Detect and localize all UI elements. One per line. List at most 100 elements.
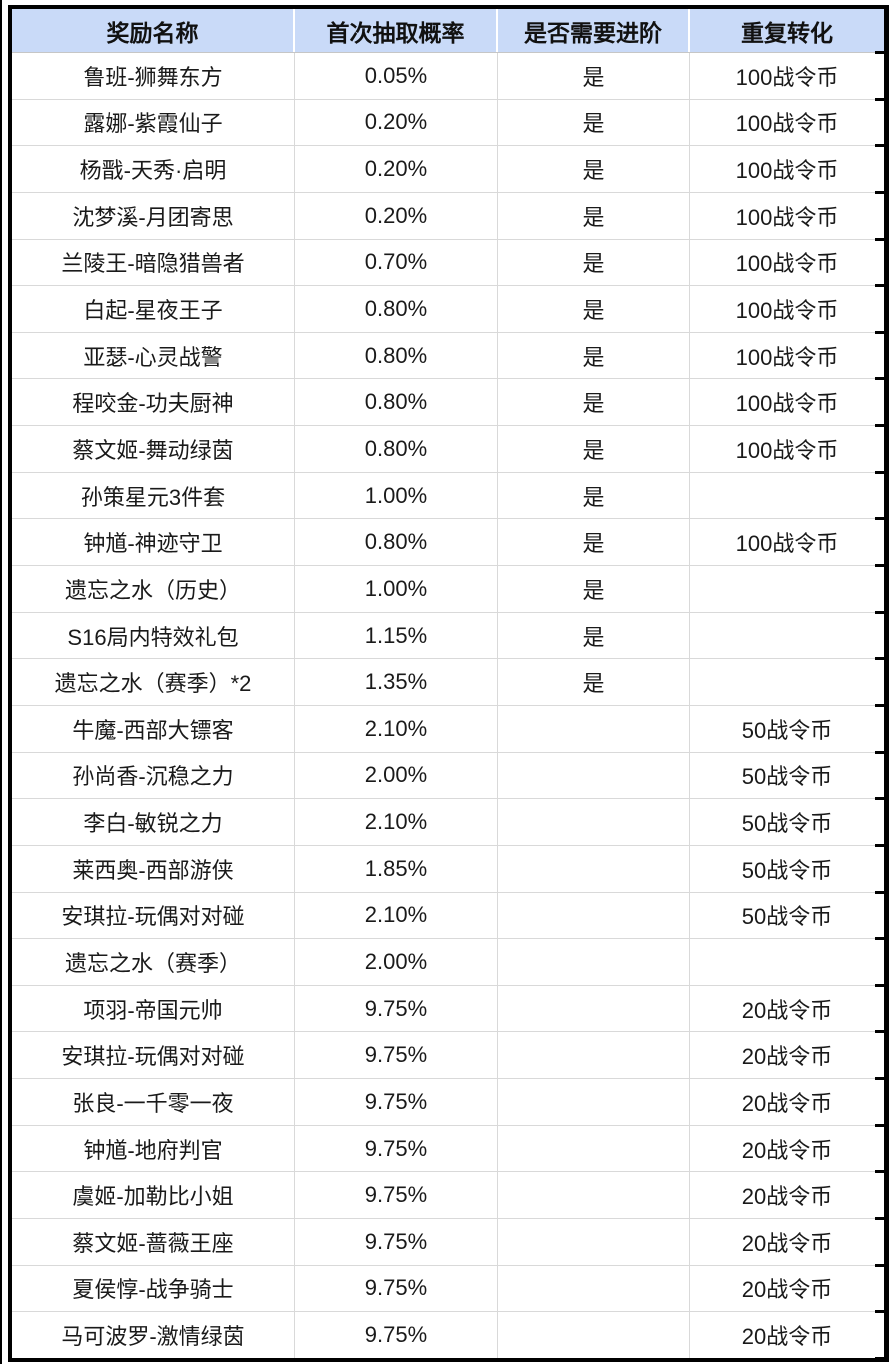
table-cell-reward-name: 遗忘之水（赛季） [12, 939, 295, 985]
table-cell-reward-name: 沈梦溪-月团寄思 [12, 192, 295, 239]
table-cell-needs-advancement [498, 752, 690, 799]
table-cell-reward-name: 虞姬-加勒比小姐 [12, 1172, 295, 1219]
table-cell-duplicate-conversion: 20战令币 [741, 1277, 833, 1303]
table-row: 白起-星夜王子 0.80% 是 100战令币 [12, 286, 884, 334]
table-cell-needs-advancement [498, 845, 690, 892]
table-cell-duplicate-conversion: 100战令币 [735, 204, 839, 230]
table-cell-probability: 1.00% [295, 566, 498, 612]
table-row: 程咬金-功夫厨神 0.80% 是 100战令币 [12, 379, 884, 427]
table-cell-needs-advancement: 是 [498, 659, 690, 705]
table-cell-probability: 9.75% [295, 1265, 498, 1312]
table-cell-probability: 2.00% [295, 939, 498, 985]
table-row: 鲁班-狮舞东方 0.05% 是 100战令币 [12, 53, 884, 101]
left-crop-border [0, 0, 2, 1364]
table-cell-reward-name: 孙策星元3件套 [12, 472, 295, 519]
table-cell-duplicate-conversion: 100战令币 [735, 251, 839, 277]
table-cell-reward-name: 程咬金-功夫厨神 [12, 379, 295, 426]
table-cell-probability: 0.20% [295, 146, 498, 192]
table-cell-needs-advancement [498, 1219, 690, 1265]
table-cell-probability: 0.80% [295, 379, 498, 426]
table-row: 蔡文姬-蔷薇王座 9.75% 20战令币 [12, 1219, 884, 1267]
table-cell-needs-advancement: 是 [498, 99, 690, 146]
table-cell-probability: 1.15% [295, 612, 498, 659]
table-row: 钟馗-地府判官 9.75% 20战令币 [12, 1125, 884, 1174]
table-cell-probability: 0.05% [295, 53, 498, 99]
table-row: 亚瑟-心灵战警 0.80% 是 100战令币 [12, 332, 884, 381]
table-cell-reward-name: 蔡文姬-蔷薇王座 [12, 1219, 295, 1265]
table-cell-duplicate-conversion: 50战令币 [741, 764, 833, 790]
table-cell-reward-name: 亚瑟-心灵战警 [12, 332, 295, 379]
table-cell-probability: 2.00% [295, 752, 498, 799]
table-row: 牛魔-西部大镖客 2.10% 50战令币 [12, 705, 884, 754]
table-cell-needs-advancement [498, 1312, 690, 1358]
table-cell-duplicate-conversion: 20战令币 [741, 1090, 833, 1116]
table-row: 安琪拉-玩偶对对碰 9.75% 20战令币 [12, 1032, 884, 1080]
table-row: 露娜-紫霞仙子 0.20% 是 100战令币 [12, 99, 884, 147]
table-cell-probability: 1.35% [295, 659, 498, 705]
table-cell-duplicate-conversion: 100战令币 [735, 298, 839, 324]
table-cell-duplicate-conversion [690, 566, 884, 612]
header-cell-needs-advancement: 是否需要进阶 [498, 9, 690, 52]
table-cell-duplicate-conversion [690, 613, 884, 659]
table-cell-needs-advancement: 是 [498, 426, 690, 472]
table-cell-probability: 2.10% [295, 892, 498, 939]
table-cell-duplicate-conversion [690, 659, 884, 705]
table-row: 夏侯惇-战争骑士 9.75% 20战令币 [12, 1265, 884, 1313]
table-cell-duplicate-conversion: 100战令币 [735, 391, 839, 417]
table-cell-duplicate-conversion [690, 473, 884, 519]
table-cell-probability: 0.80% [295, 426, 498, 472]
table-cell-reward-name: 李白-敏锐之力 [12, 799, 295, 845]
table-cell-needs-advancement: 是 [498, 472, 690, 519]
table-cell-reward-name: 张良-一千零一夜 [12, 1079, 295, 1125]
table-cell-probability: 9.75% [295, 985, 498, 1032]
table-row: 孙策星元3件套 1.00% 是 [12, 472, 884, 521]
table-cell-reward-name: 遗忘之水（历史） [12, 566, 295, 612]
table-cell-duplicate-conversion: 50战令币 [741, 811, 833, 837]
table-cell-reward-name: 牛魔-西部大镖客 [12, 705, 295, 752]
table-cell-probability: 0.80% [295, 519, 498, 566]
table-cell-probability: 1.00% [295, 472, 498, 519]
table-cell-reward-name: 钟馗-神迹守卫 [12, 519, 295, 566]
table-cell-duplicate-conversion [690, 939, 884, 985]
table-cell-probability: 0.80% [295, 332, 498, 379]
table-cell-needs-advancement: 是 [498, 53, 690, 99]
header-cell-reward-name: 奖励名称 [12, 9, 295, 52]
table-row: 马可波罗-激情绿茵 9.75% 20战令币 [12, 1312, 884, 1360]
table-cell-needs-advancement [498, 705, 690, 752]
table-cell-duplicate-conversion: 50战令币 [741, 717, 833, 743]
table-cell-reward-name: 马可波罗-激情绿茵 [12, 1312, 295, 1358]
table-row: 孙尚香-沉稳之力 2.00% 50战令币 [12, 752, 884, 800]
table-cell-needs-advancement: 是 [498, 566, 690, 612]
table-cell-duplicate-conversion: 20战令币 [741, 1184, 833, 1210]
table-cell-needs-advancement: 是 [498, 332, 690, 379]
table-cell-duplicate-conversion: 100战令币 [735, 111, 839, 137]
table-cell-needs-advancement [498, 939, 690, 985]
table-cell-needs-advancement [498, 1079, 690, 1125]
table-cell-needs-advancement [498, 1172, 690, 1219]
table-cell-probability: 9.75% [295, 1079, 498, 1125]
table-cell-needs-advancement: 是 [498, 286, 690, 332]
table-cell-reward-name: 孙尚香-沉稳之力 [12, 752, 295, 799]
table-row: 李白-敏锐之力 2.10% 50战令币 [12, 799, 884, 847]
table-row: 钟馗-神迹守卫 0.80% 是 100战令币 [12, 519, 884, 567]
table-row: 莱西奥-西部游侠 1.85% 50战令币 [12, 845, 884, 894]
table-cell-reward-name: 遗忘之水（赛季）*2 [12, 659, 295, 705]
table-cell-reward-name: 安琪拉-玩偶对对碰 [12, 1032, 295, 1079]
table-row: 张良-一千零一夜 9.75% 20战令币 [12, 1079, 884, 1127]
table-row: 虞姬-加勒比小姐 9.75% 20战令币 [12, 1172, 884, 1220]
table-cell-duplicate-conversion: 20战令币 [741, 1137, 833, 1163]
table-cell-probability: 9.75% [295, 1125, 498, 1172]
table-cell-probability: 9.75% [295, 1312, 498, 1358]
table-row: 蔡文姬-舞动绿茵 0.80% 是 100战令币 [12, 426, 884, 474]
table-cell-duplicate-conversion: 20战令币 [741, 1230, 833, 1256]
prize-probability-table: 奖励名称 首次抽取概率 是否需要进阶 重复转化 鲁班-狮舞东方 0.05% 是 … [8, 5, 889, 1362]
table-cell-reward-name: 项羽-帝国元帅 [12, 985, 295, 1032]
table-cell-duplicate-conversion: 100战令币 [735, 64, 839, 90]
table-cell-needs-advancement [498, 799, 690, 845]
table-row: S16局内特效礼包 1.15% 是 [12, 612, 884, 660]
table-cell-duplicate-conversion: 100战令币 [735, 344, 839, 370]
table-cell-duplicate-conversion: 100战令币 [735, 437, 839, 463]
table-cell-needs-advancement: 是 [498, 146, 690, 192]
table-row: 项羽-帝国元帅 9.75% 20战令币 [12, 985, 884, 1034]
